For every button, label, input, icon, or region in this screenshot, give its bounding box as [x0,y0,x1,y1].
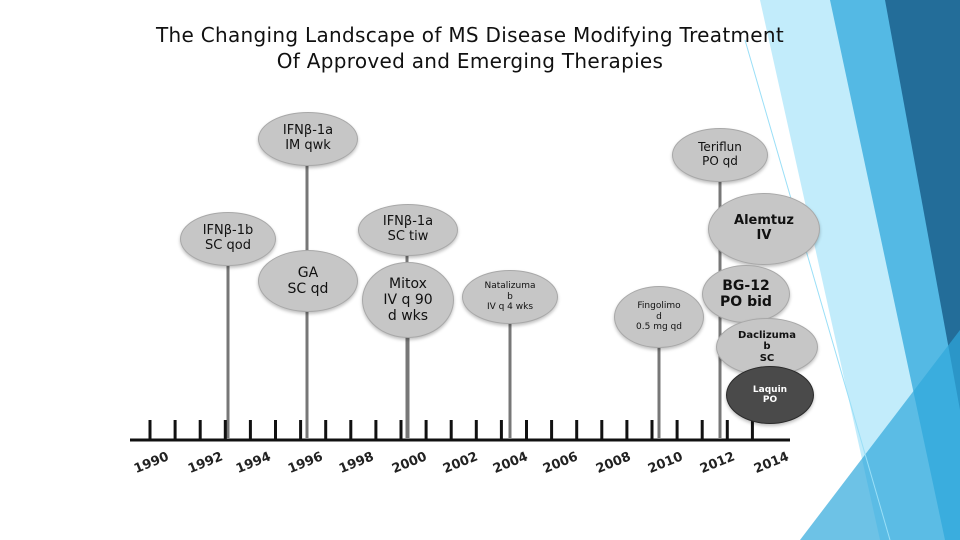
therapy-line: IM qwk [285,138,331,153]
therapy-bubble: Laquin PO [726,366,814,424]
therapy-line: PO bid [720,294,772,310]
therapy-bubble: IFNβ-1a SC tiw [358,204,458,256]
therapy-bubble: GA SC qd [258,250,358,312]
deco-shape-bottom [800,330,960,540]
page-title: The Changing Landscape of MS Disease Mod… [110,22,830,74]
therapy-line: IV q 90 [383,291,433,308]
therapy-line: SC qd [287,281,329,297]
therapy-line: SC tiw [387,229,429,244]
therapy-line: Mitox [389,275,427,292]
therapy-line: SC [759,352,775,364]
therapy-line: IV [756,228,772,243]
therapy-line: SC qod [205,238,251,253]
therapy-line: b [763,341,771,353]
therapy-line: Daclizuma [738,329,796,341]
therapy-bubble: Fingolimo d 0.5 mg qd [614,286,704,348]
therapy-bubble: IFNβ-1b SC qod [180,212,276,266]
therapy-line: d wks [387,308,429,325]
therapy-line: Laquin [752,384,788,395]
therapy-line: GA [297,264,319,281]
therapy-bubble: Teriflun PO qd [672,128,768,182]
therapy-line: BG-12 [722,277,770,294]
title-line-1: The Changing Landscape of MS Disease Mod… [156,23,784,47]
therapy-bubble: IFNβ-1a IM qwk [258,112,358,166]
therapy-line: PO [762,395,778,405]
therapy-line: IV q 4 wks [486,302,534,313]
therapy-line: Fingolimo [637,301,681,312]
therapy-bubble: Mitox IV q 90 d wks [362,262,454,338]
therapy-line: Natalizuma [484,281,536,292]
therapy-line: b [507,291,513,302]
therapy-line: 0.5 mg qd [636,322,682,333]
therapy-bubble: Alemtuz IV [708,193,820,265]
title-line-2: Of Approved and Emerging Therapies [276,49,664,73]
therapy-line: Teriflun [698,140,742,155]
therapy-line: IFNβ-1b [202,223,254,239]
therapy-line: IFNβ-1a [282,123,334,139]
deco-shape-dark [885,0,960,410]
therapy-bubble: BG-12 PO bid [702,265,790,323]
therapy-line: PO qd [702,154,738,168]
therapy-line: Alemtuz [734,213,794,229]
deco-line [744,39,891,540]
therapy-bubble: Natalizuma b IV q 4 wks [462,270,558,324]
therapy-line: IFNβ-1a [382,214,434,230]
therapy-line: d [656,311,662,322]
